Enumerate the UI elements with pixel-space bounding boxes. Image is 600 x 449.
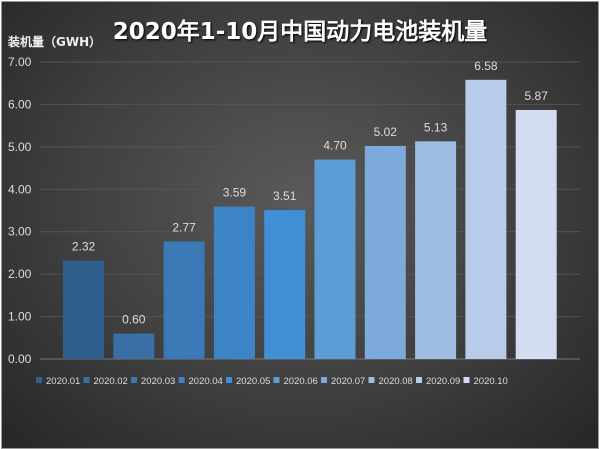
legend-label: 2020.04	[189, 376, 223, 387]
legend-label: 2020.02	[94, 376, 128, 387]
y-tick-label: 7.00	[8, 55, 32, 69]
legend-swatch	[368, 377, 375, 383]
data-label: 5.13	[424, 120, 448, 134]
data-label: 6.58	[474, 59, 498, 73]
bar-2020.05	[264, 210, 306, 359]
bar-2020.06	[314, 159, 356, 359]
legend-label: 2020.07	[331, 376, 365, 387]
data-label: 4.70	[323, 139, 347, 153]
data-label: 3.59	[223, 186, 247, 200]
bar-2020.02	[113, 333, 155, 359]
legend-label: 2020.05	[236, 376, 270, 387]
y-tick-label: 5.00	[8, 140, 32, 154]
legend-swatch	[321, 377, 327, 383]
data-label: 2.32	[72, 240, 96, 254]
y-tick-label: 4.00	[8, 182, 32, 196]
data-label: 3.51	[273, 189, 297, 203]
bar-2020.03	[163, 241, 205, 359]
y-tick-label: 2.00	[8, 267, 32, 281]
y-tick-label: 3.00	[8, 225, 32, 239]
legend-label: 2020.08	[379, 376, 413, 387]
legend-swatch	[416, 377, 422, 383]
legend-label: 2020.10	[474, 376, 508, 387]
legend-swatch	[178, 377, 185, 383]
bar-2020.04	[213, 206, 255, 359]
legend-label: 2020.06	[284, 376, 318, 387]
y-tick-label: 6.00	[8, 97, 32, 111]
legend-label: 2020.09	[426, 376, 460, 387]
chart-title: 2020年1-10月中国动力电池装机量	[112, 19, 488, 45]
legend-swatch	[463, 377, 470, 383]
legend-swatch	[83, 377, 90, 383]
y-tick-label: 0.00	[8, 352, 32, 366]
bar-2020.09	[465, 79, 507, 359]
legend-swatch	[226, 377, 232, 383]
legend-swatch	[36, 377, 42, 383]
data-label: 0.60	[122, 313, 146, 327]
y-tick-label: 1.00	[8, 310, 32, 324]
legend-label: 2020.03	[141, 376, 175, 387]
legend-label: 2020.01	[46, 376, 80, 387]
bar-2020.07	[364, 146, 406, 359]
bar-2020.10	[515, 109, 557, 360]
legend-swatch	[273, 377, 280, 383]
data-label: 5.87	[525, 89, 549, 103]
data-label: 5.02	[374, 125, 398, 139]
y-axis-label: 装机量（GWH）	[8, 35, 102, 49]
bar-2020.08	[415, 141, 457, 359]
data-label: 2.77	[172, 220, 196, 234]
bar-2020.01	[63, 260, 104, 359]
legend-swatch	[131, 377, 137, 383]
